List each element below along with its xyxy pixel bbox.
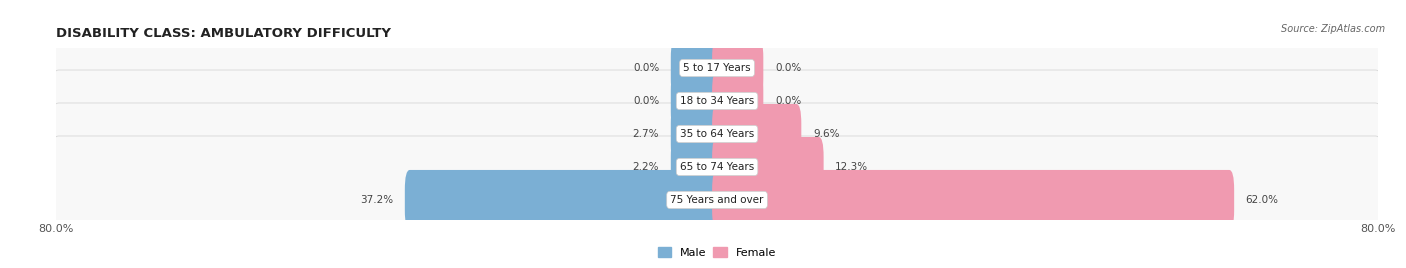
FancyBboxPatch shape bbox=[711, 170, 1234, 230]
Text: 37.2%: 37.2% bbox=[360, 195, 394, 205]
FancyBboxPatch shape bbox=[671, 38, 723, 98]
Text: 62.0%: 62.0% bbox=[1246, 195, 1278, 205]
Text: 2.2%: 2.2% bbox=[633, 162, 659, 172]
FancyBboxPatch shape bbox=[46, 103, 1388, 231]
Text: 0.0%: 0.0% bbox=[775, 96, 801, 106]
FancyBboxPatch shape bbox=[46, 70, 1388, 198]
Text: DISABILITY CLASS: AMBULATORY DIFFICULTY: DISABILITY CLASS: AMBULATORY DIFFICULTY bbox=[56, 27, 391, 40]
FancyBboxPatch shape bbox=[405, 170, 723, 230]
FancyBboxPatch shape bbox=[46, 37, 1388, 165]
Text: 9.6%: 9.6% bbox=[813, 129, 839, 139]
FancyBboxPatch shape bbox=[671, 137, 723, 197]
Text: 0.0%: 0.0% bbox=[775, 63, 801, 73]
FancyBboxPatch shape bbox=[671, 104, 723, 164]
Text: Source: ZipAtlas.com: Source: ZipAtlas.com bbox=[1281, 24, 1385, 34]
FancyBboxPatch shape bbox=[711, 71, 763, 131]
Text: 0.0%: 0.0% bbox=[633, 63, 659, 73]
FancyBboxPatch shape bbox=[46, 69, 1388, 199]
Text: 18 to 34 Years: 18 to 34 Years bbox=[681, 96, 754, 106]
Text: 0.0%: 0.0% bbox=[633, 96, 659, 106]
FancyBboxPatch shape bbox=[711, 137, 824, 197]
Legend: Male, Female: Male, Female bbox=[654, 243, 780, 262]
FancyBboxPatch shape bbox=[46, 136, 1388, 264]
Text: 5 to 17 Years: 5 to 17 Years bbox=[683, 63, 751, 73]
FancyBboxPatch shape bbox=[711, 104, 801, 164]
FancyBboxPatch shape bbox=[46, 3, 1388, 133]
Text: 75 Years and over: 75 Years and over bbox=[671, 195, 763, 205]
Text: 35 to 64 Years: 35 to 64 Years bbox=[681, 129, 754, 139]
Text: 65 to 74 Years: 65 to 74 Years bbox=[681, 162, 754, 172]
Text: 2.7%: 2.7% bbox=[633, 129, 659, 139]
FancyBboxPatch shape bbox=[46, 102, 1388, 232]
FancyBboxPatch shape bbox=[46, 36, 1388, 166]
FancyBboxPatch shape bbox=[46, 135, 1388, 265]
FancyBboxPatch shape bbox=[711, 38, 763, 98]
Text: 12.3%: 12.3% bbox=[835, 162, 869, 172]
FancyBboxPatch shape bbox=[46, 4, 1388, 132]
FancyBboxPatch shape bbox=[671, 71, 723, 131]
